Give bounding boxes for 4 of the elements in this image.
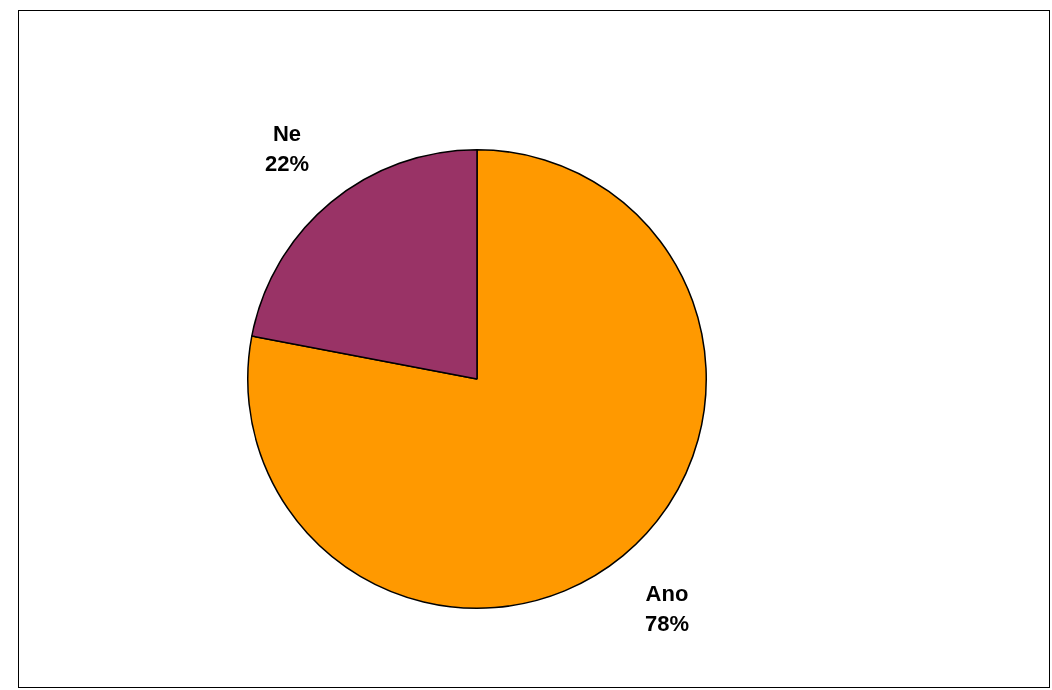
data-label: 22% — [265, 151, 310, 177]
slice-label: Ano — [645, 580, 689, 606]
slice-label: Ne — [272, 121, 302, 147]
data-label: 78% — [644, 610, 689, 636]
